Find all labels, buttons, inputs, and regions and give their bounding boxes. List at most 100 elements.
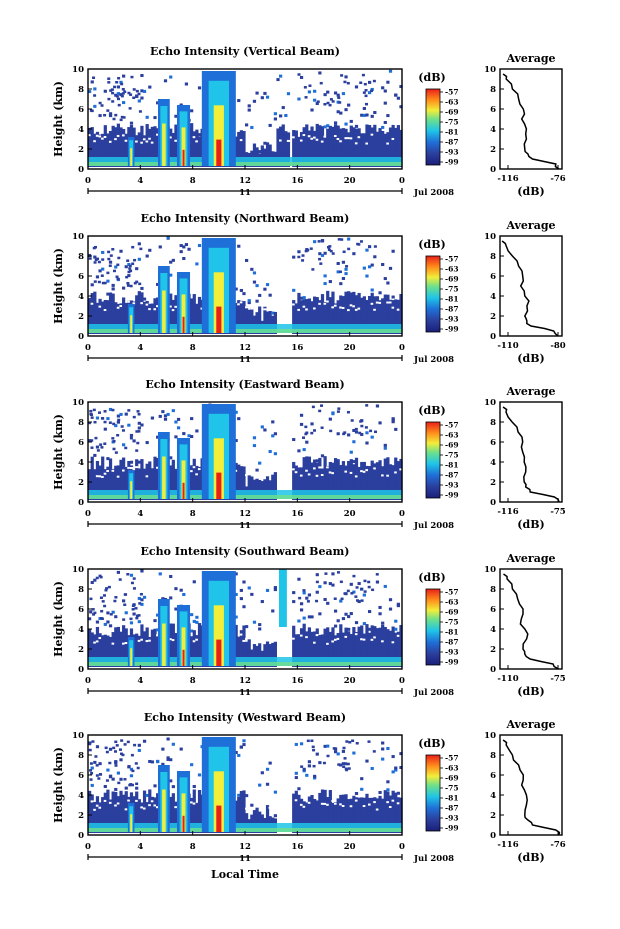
echo-cell	[108, 421, 112, 424]
echo-cell	[93, 801, 97, 833]
echo-cell	[367, 632, 372, 667]
echo-cell	[252, 620, 257, 624]
echo-cell	[192, 294, 196, 334]
echo-cell	[370, 302, 374, 305]
echo-cell	[367, 245, 372, 249]
echo-cell	[331, 252, 335, 255]
echo-cell	[265, 767, 270, 771]
plume-core	[213, 105, 224, 166]
echo-cell	[95, 626, 100, 667]
echo-cell	[294, 799, 298, 802]
plume-core	[130, 315, 133, 333]
echo-cell	[101, 456, 105, 500]
echo-cell	[352, 460, 356, 464]
echo-cell	[273, 112, 277, 116]
echo-cell	[234, 800, 238, 833]
echo-cell	[116, 420, 120, 424]
echo-cell	[122, 74, 126, 78]
average-profile-line	[502, 73, 560, 170]
echo-cell	[352, 440, 356, 444]
echo-cell	[237, 793, 241, 797]
echo-cell	[313, 798, 317, 833]
echo-cell	[111, 91, 115, 95]
echo-cell	[95, 576, 99, 580]
echo-cell	[301, 254, 305, 257]
echo-cell	[247, 805, 251, 808]
echo-cell	[100, 104, 104, 107]
echo-cell	[145, 124, 149, 167]
echo-cell	[111, 287, 115, 291]
echo-cell	[117, 97, 121, 101]
echo-cell	[139, 247, 143, 251]
echo-cell	[381, 466, 385, 500]
echo-cell	[122, 625, 126, 667]
echo-cell	[174, 139, 178, 142]
echo-cell	[354, 475, 359, 478]
echo-cell	[394, 632, 398, 667]
echo-cell	[98, 135, 102, 138]
echo-cell	[156, 634, 160, 637]
echo-cell	[103, 792, 107, 833]
y-tick-label: 8	[78, 418, 84, 428]
echo-cell	[354, 791, 359, 795]
echo-cell	[381, 798, 385, 833]
y-tick-label: 6	[78, 272, 84, 282]
echo-cell	[308, 84, 312, 87]
echo-cell	[103, 125, 107, 167]
echo-cell	[119, 758, 123, 762]
echo-cell	[252, 469, 257, 472]
echo-cell	[294, 465, 298, 500]
echo-cell	[174, 801, 178, 833]
echo-cell	[239, 597, 243, 601]
colorbar-tick-label: -57	[445, 421, 459, 430]
echo-cell	[106, 133, 110, 167]
plume-core	[213, 605, 224, 666]
echo-cell	[127, 91, 131, 95]
echo-cell	[156, 305, 160, 308]
echo-cell	[320, 239, 325, 243]
echo-cell	[388, 127, 393, 167]
echo-cell	[372, 750, 376, 753]
echo-cell	[258, 643, 262, 667]
echo-cell	[242, 605, 246, 609]
echo-cell	[237, 131, 241, 167]
echo-cell	[375, 798, 380, 833]
echo-cell	[142, 739, 147, 743]
echo-cell	[98, 101, 102, 105]
echo-cell	[119, 249, 123, 253]
echo-cell	[93, 578, 97, 582]
average-y-tick-label: 4	[490, 625, 496, 635]
average-y-tick-label: 0	[490, 665, 496, 675]
echo-cell	[302, 616, 306, 620]
echo-cell	[344, 267, 348, 271]
echo-cell	[344, 291, 348, 334]
echo-cell	[345, 768, 349, 772]
echo-cell	[307, 90, 312, 94]
echo-cell	[187, 247, 191, 251]
y-tick-label: 10	[72, 232, 84, 242]
echo-cell	[107, 97, 111, 101]
echo-cell	[302, 134, 306, 137]
echo-cell	[109, 254, 113, 257]
echo-cell	[239, 630, 243, 667]
echo-cell	[245, 306, 249, 334]
x-tick-label: 20	[344, 842, 356, 852]
echo-cell	[120, 82, 124, 86]
echo-cell	[122, 116, 126, 119]
echo-cell	[169, 623, 173, 667]
echo-cell	[190, 470, 194, 473]
echo-cell	[260, 145, 264, 167]
y-tick-label: 0	[78, 332, 84, 342]
echo-cell	[108, 799, 113, 833]
echo-cell	[116, 434, 120, 437]
echo-cell	[315, 474, 319, 477]
colorbar-tick-label: -75	[445, 285, 459, 294]
echo-cell	[394, 768, 398, 772]
echo-cell	[323, 456, 327, 500]
echo-cell	[271, 311, 275, 315]
echo-cell	[336, 571, 340, 574]
echo-cell	[119, 790, 123, 833]
echo-cell	[110, 88, 114, 91]
echo-cell	[347, 309, 351, 312]
echo-cell	[137, 421, 141, 425]
